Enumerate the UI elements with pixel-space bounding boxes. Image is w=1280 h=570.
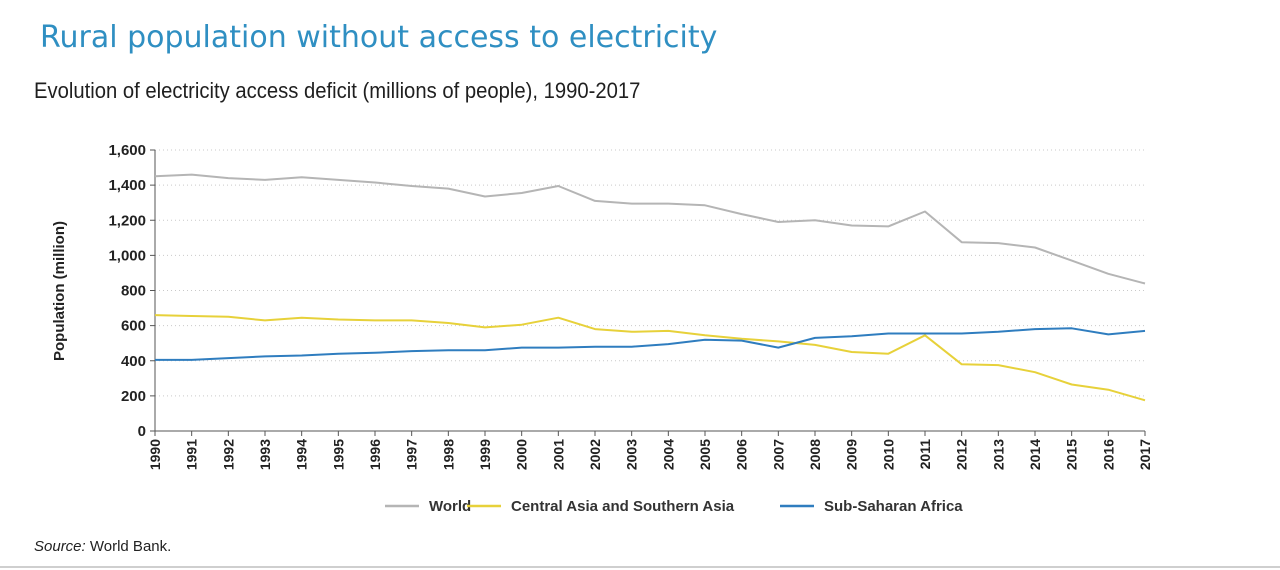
legend-label: Central Asia and Southern Asia [511,498,735,515]
x-tick-label: 2001 [550,439,566,470]
x-tick-label: 1995 [330,439,346,470]
x-tick-label: 2004 [660,439,676,470]
x-tick-label: 2005 [697,439,713,470]
x-tick-label: 2007 [770,439,786,470]
legend: World Central Asia and Southern Asia Sub-S… [385,498,963,515]
y-tick-label: 600 [121,318,146,335]
axes [150,149,1146,436]
x-tick-label: 1998 [440,439,456,470]
legend-item: World [385,498,471,515]
y-tick-label: 1,400 [108,177,146,194]
y-tick-label: 800 [121,283,146,300]
x-tick-label: 2012 [954,439,970,470]
x-tick-label: 1996 [367,439,383,470]
legend-label: Sub-Saharan Africa [824,498,963,515]
legend-item: Central Asia and Southern Asia [467,498,735,515]
y-tick-label: 1,600 [108,142,146,159]
source-note: Source: World Bank. [34,538,171,555]
y-tick-label: 1,000 [108,247,146,264]
page-title: Rural population without access to elect… [40,20,718,55]
x-tick-label: 2013 [990,439,1006,470]
x-tick-label: 2017 [1137,439,1153,470]
x-tick-label: 2014 [1027,439,1043,470]
source-text: World Bank. [85,538,172,555]
x-tick-label: 2006 [734,439,750,470]
chart-title: Evolution of electricity access deficit … [34,78,641,103]
x-tick-label: 2008 [807,439,823,470]
x-tick-label: 1991 [184,439,200,470]
y-tick-labels: 0 200 400 600 800 1,000 1,200 1,400 1,600 [108,142,146,440]
x-tick-label: 2011 [917,439,933,470]
x-tick-label: 1990 [147,439,163,470]
y-tick-label: 200 [121,388,146,405]
x-tick-label: 2015 [1064,439,1080,470]
x-tick-label: 2009 [844,439,860,470]
y-tick-label: 400 [121,353,146,370]
legend-item: Sub-Saharan Africa [780,498,963,515]
series-line-world [154,173,1146,285]
x-tick-label: 1994 [294,439,310,470]
y-axis-label: Population (million) [51,221,68,361]
y-tick-label: 1,200 [108,212,146,229]
x-tick-label: 1992 [220,439,236,470]
x-tick-labels: 1990 1991 1992 1993 1994 1995 1996 1997 1998 1999… [147,439,1153,470]
series-line-central-asia-and-southern-asia [154,314,1146,402]
x-tick-label: 1999 [477,439,493,470]
series-lines [154,173,1146,402]
x-tick-label: 2003 [624,439,640,470]
x-tick-label: 1993 [257,439,273,470]
series-line-sub-saharan-africa [155,327,1146,361]
bottom-divider [0,566,1280,568]
legend-label: World [429,498,471,515]
source-label: Source: [34,538,86,555]
x-tick-label: 2002 [587,439,603,470]
x-tick-label: 1997 [404,439,420,470]
gridlines [155,149,1145,397]
y-tick-label: 0 [138,423,146,440]
x-tick-label: 2016 [1100,439,1116,470]
x-tick-label: 2010 [880,439,896,470]
x-tick-label: 2000 [514,439,530,470]
